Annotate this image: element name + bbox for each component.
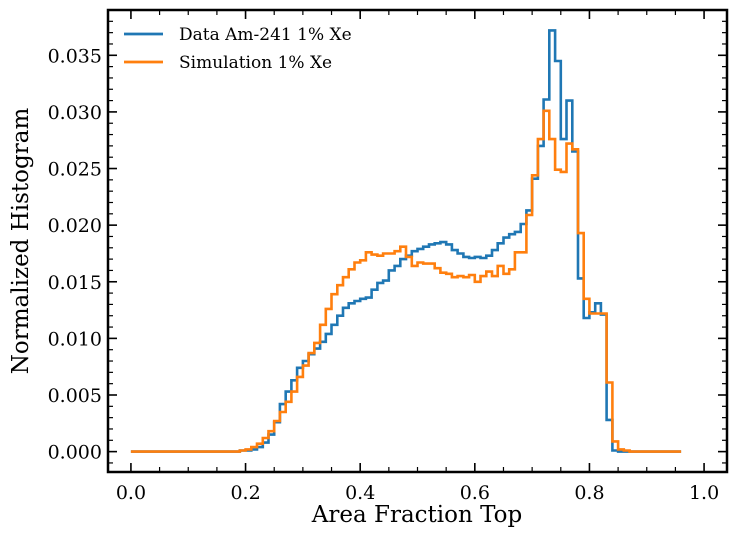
y-tick-label: 0.020 — [48, 215, 102, 237]
x-tick-label: 0.4 — [345, 482, 375, 504]
x-tick-label: 0.6 — [460, 482, 490, 504]
y-tick-label: 0.030 — [48, 102, 102, 124]
y-tick-label: 0.035 — [48, 45, 102, 67]
y-axis-label: Normalized Histogram — [8, 108, 34, 375]
x-tick-label: 1.0 — [689, 482, 719, 504]
legend-label-simulation: Simulation 1% Xe — [179, 53, 332, 73]
y-tick-label: 0.015 — [48, 272, 102, 294]
series-layer — [130, 29, 682, 453]
y-tick-label: 0.000 — [48, 442, 102, 464]
y-tick-label: 0.010 — [48, 328, 102, 350]
y-tick-label: 0.005 — [48, 385, 102, 407]
x-tick-label: 0.0 — [116, 482, 146, 504]
x-tick-label: 0.2 — [230, 482, 260, 504]
series-line-simulation — [130, 109, 682, 453]
y-tick-label: 0.025 — [48, 159, 102, 181]
plot-frame — [106, 8, 729, 474]
legend-label-data: Data Am-241 1% Xe — [179, 25, 352, 45]
legend: Data Am-241 1% Xe Simulation 1% Xe — [124, 25, 352, 73]
ticks-layer: 0.0 0.2 0.4 0.6 0.8 1.0 0.000 0.005 0.010 0.015 0.… — [48, 10, 727, 504]
x-tick-label: 0.8 — [574, 482, 604, 504]
x-axis-label: Area Fraction Top — [311, 502, 522, 528]
